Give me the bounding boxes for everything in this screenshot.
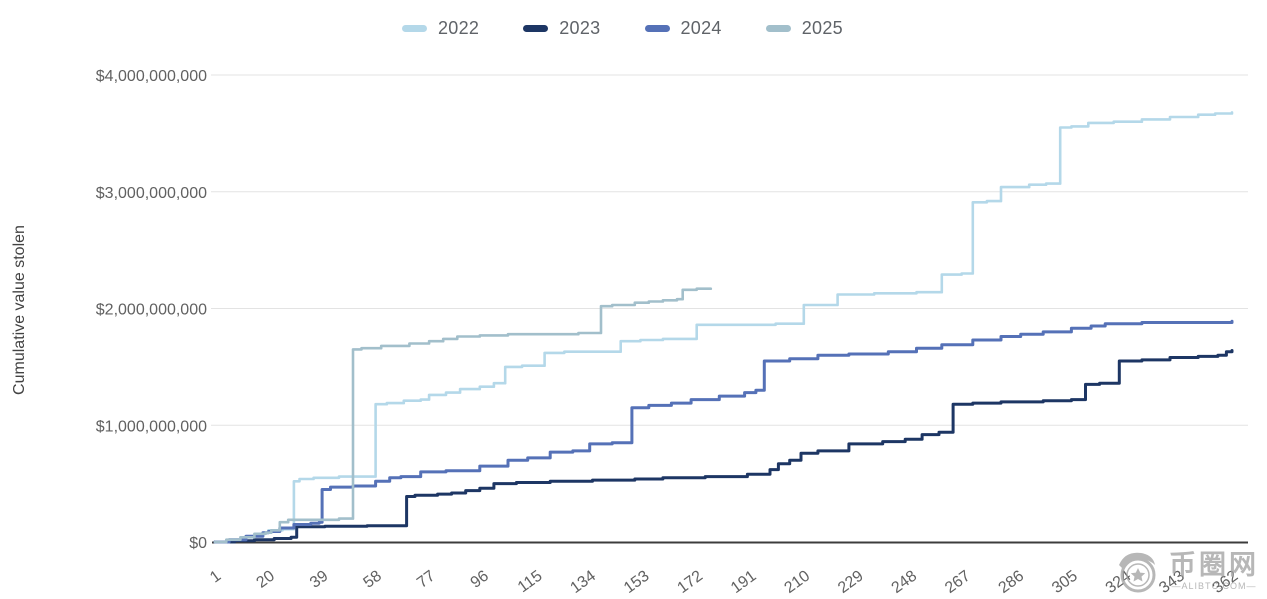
- legend-label: 2025: [801, 18, 843, 38]
- y-tick-label: $0: [189, 535, 207, 552]
- x-tick-label-191: 191: [728, 567, 760, 597]
- chart-legend: 2022 2023 2024 2025: [0, 18, 1267, 39]
- y-tick-label: $2,000,000,000: [96, 302, 207, 319]
- y-tick-label: $1,000,000,000: [96, 418, 207, 435]
- x-tick-label-115: 115: [515, 567, 546, 596]
- series-line-2023[interactable]: [213, 349, 1234, 544]
- x-tick-label-58: 58: [361, 567, 385, 591]
- legend-label: 2023: [559, 18, 601, 38]
- series-line-2024[interactable]: [213, 319, 1234, 544]
- x-tick-label-324: 324: [1103, 567, 1135, 597]
- legend-swatch-2023: [523, 25, 549, 32]
- legend-label: 2024: [680, 18, 722, 38]
- x-tick-label-229: 229: [835, 567, 867, 597]
- legend-item-2024: 2024: [644, 18, 722, 39]
- legend-swatch-2024: [644, 25, 670, 32]
- x-tick-label-20: 20: [253, 567, 277, 591]
- y-tick-label: $4,000,000,000: [96, 68, 207, 85]
- x-tick-label-305: 305: [1049, 567, 1081, 597]
- legend-swatch-2022: [402, 25, 427, 32]
- x-tick-label-172: 172: [674, 567, 706, 597]
- x-tick-label-362: 362: [1210, 567, 1242, 597]
- series-line-2022[interactable]: [213, 111, 1234, 544]
- y-tick-label: $3,000,000,000: [96, 185, 207, 202]
- x-tick-label-39: 39: [307, 567, 331, 591]
- x-tick-label-343: 343: [1156, 567, 1188, 597]
- legend-item-2025: 2025: [765, 18, 843, 39]
- legend-item-2023: 2023: [523, 18, 600, 39]
- legend-label: 2022: [438, 18, 480, 38]
- series-line-2025[interactable]: [213, 287, 713, 544]
- x-tick-label-77: 77: [414, 567, 438, 591]
- legend-swatch-2025: [765, 25, 791, 32]
- x-tick-label-248: 248: [889, 567, 921, 597]
- legend-item-2022: 2022: [402, 18, 479, 39]
- x-tick-label-134: 134: [567, 567, 599, 597]
- x-tick-label-1: 1: [207, 567, 224, 586]
- x-tick-label-267: 267: [942, 567, 974, 597]
- x-tick-label-153: 153: [621, 567, 653, 597]
- x-tick-label-96: 96: [468, 567, 492, 591]
- x-tick-label-286: 286: [996, 567, 1028, 597]
- x-tick-label-210: 210: [782, 567, 814, 597]
- y-axis-title: Cumulative value stolen: [11, 225, 28, 395]
